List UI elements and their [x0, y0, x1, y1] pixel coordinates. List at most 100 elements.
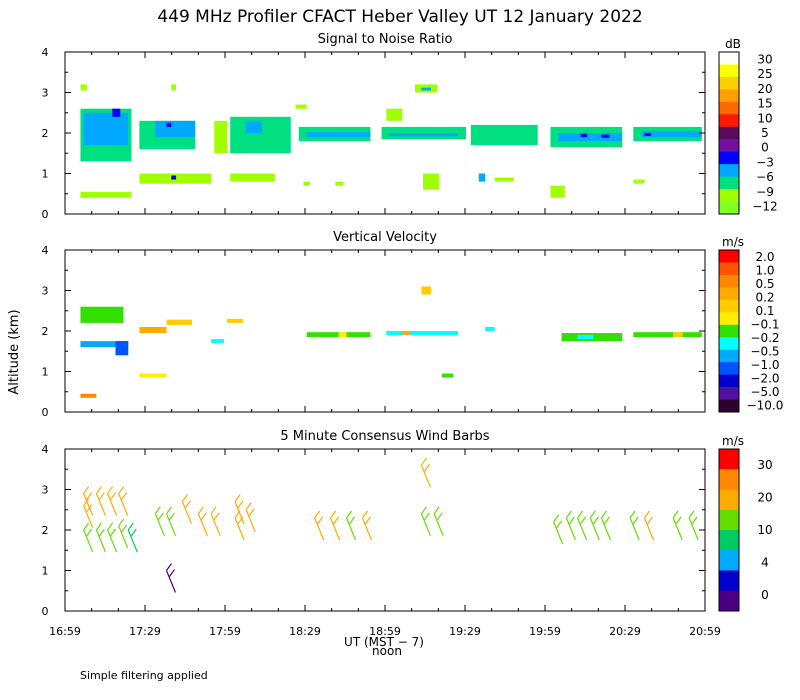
barb-flag	[234, 494, 241, 502]
barb-shaft	[118, 525, 129, 549]
barb-flag	[361, 510, 368, 519]
barb-shaft	[688, 517, 699, 541]
barb-flag	[643, 510, 650, 519]
barb-shaft	[118, 493, 129, 516]
colorbar-label: −3	[756, 155, 774, 169]
barb-flag	[107, 486, 114, 494]
barb-shaft	[95, 529, 106, 553]
noon-label: noon	[372, 644, 402, 658]
colorbar-label: 20	[757, 82, 772, 96]
wind-barb	[629, 510, 640, 541]
colorbar-label: −1.0	[750, 358, 779, 372]
wind-barb	[106, 522, 118, 553]
barb-flag	[118, 518, 125, 527]
barb-shaft	[106, 493, 118, 516]
y-tick-label: 0	[42, 406, 49, 419]
wind-barb	[420, 457, 431, 488]
colorbar-swatch	[719, 509, 739, 531]
barb-flag	[245, 502, 252, 511]
wind-barb	[154, 506, 165, 537]
colorbar-label: −0.2	[750, 331, 779, 345]
barb-shaft	[245, 509, 256, 532]
colorbar-label: 15	[757, 97, 772, 111]
colorbar-swatch	[719, 387, 739, 400]
heatmap-cell	[166, 319, 192, 325]
barb-flag	[98, 492, 105, 500]
barb-flag	[600, 510, 607, 519]
colorbar-swatch	[719, 374, 739, 388]
colorbar-label: 4	[761, 555, 769, 569]
y-tick-label: 2	[42, 325, 49, 338]
barb-flag	[154, 506, 161, 515]
barb-flag	[589, 510, 596, 519]
colorbar-label: 0.1	[755, 304, 774, 318]
heatmap-cell	[80, 191, 132, 198]
barb-flag	[86, 528, 93, 537]
heatmap-cell	[83, 112, 129, 146]
heatmap-cell	[155, 120, 196, 138]
barb-flag	[603, 516, 610, 525]
colorbar-label: 30	[757, 52, 772, 66]
barb-flag	[83, 498, 90, 507]
colorbar-label: −0.1	[750, 317, 779, 331]
heatmap-cell	[80, 84, 87, 91]
colorbar-swatch	[719, 189, 739, 202]
barb-flag	[121, 524, 128, 533]
x-tick-label: 20:59	[689, 625, 721, 638]
wind-barb	[106, 486, 118, 516]
heatmap-cell	[601, 134, 610, 138]
heatmap-cell	[80, 306, 124, 323]
barb-flag	[86, 492, 93, 500]
colorbar-label: 10	[757, 111, 772, 125]
barb-flag	[86, 504, 93, 513]
wind-barb	[600, 510, 611, 541]
colorbar: m/s 30 20 10 4 0	[718, 434, 773, 612]
y-tick-label: 1	[42, 168, 49, 181]
barb-flag	[83, 522, 90, 531]
colorbar-swatch	[719, 312, 739, 326]
colorbar-swatch	[719, 274, 739, 288]
y-tick-label: 4	[42, 46, 49, 59]
colorbar-swatch	[719, 76, 739, 90]
barb-flag	[629, 510, 636, 519]
wind-barb	[83, 522, 94, 553]
barb-flag	[420, 506, 427, 515]
barb-flag	[592, 516, 599, 525]
heatmap-cell	[558, 133, 623, 142]
barb-flag	[333, 516, 340, 525]
colorbar-label: 10	[757, 523, 772, 537]
barb-flag	[157, 512, 164, 521]
colorbar-swatch	[719, 530, 739, 551]
barb-flag	[95, 486, 102, 494]
barb-flag	[553, 514, 560, 523]
heatmap-cell	[550, 185, 565, 198]
colorbar-swatch	[719, 250, 739, 263]
heatmap-cell	[485, 326, 495, 331]
wind-barb	[245, 502, 256, 532]
heatmap-cell	[421, 87, 431, 91]
barb-shaft	[314, 517, 325, 541]
barb-shaft	[83, 529, 94, 553]
barb-flag	[169, 512, 175, 521]
barb-flag	[118, 486, 125, 494]
heatmap-cell	[80, 393, 97, 398]
colorbar-swatch	[719, 299, 739, 313]
x-tick-label: 17:59	[209, 625, 241, 638]
heatmap-cell	[421, 286, 431, 295]
barb-flag	[577, 510, 584, 519]
wind-barb	[234, 494, 245, 524]
wind-barb	[576, 510, 588, 541]
barb-shaft	[165, 570, 177, 593]
barb-shaft	[197, 513, 208, 537]
heatmap-cell	[171, 175, 177, 180]
colorbar-swatch	[719, 570, 739, 592]
barb-flag	[691, 516, 698, 525]
colorbar-swatch	[719, 324, 739, 338]
heatmap-cell	[306, 132, 371, 138]
heatmap-cell	[389, 133, 459, 137]
colorbar-swatch	[719, 151, 739, 165]
colorbar-swatch	[719, 52, 739, 65]
panel-title: Signal to Noise Ratio	[318, 32, 453, 47]
heatmap-cell	[112, 108, 121, 117]
colorbar-swatch	[719, 337, 739, 350]
